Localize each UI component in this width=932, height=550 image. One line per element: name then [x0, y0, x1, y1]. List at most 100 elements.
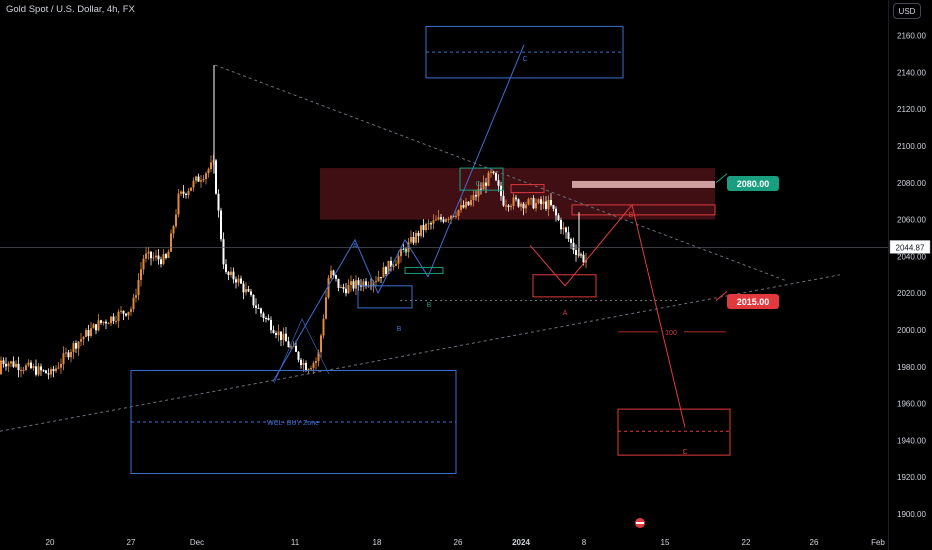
candle-body — [420, 225, 422, 236]
candle-body — [582, 254, 585, 263]
candle-body — [270, 319, 272, 331]
candle-body — [507, 205, 510, 208]
candle-body — [402, 249, 405, 251]
candle-body — [395, 263, 397, 266]
candle-body — [562, 227, 565, 230]
candle-body — [425, 223, 427, 231]
wave-label-a-red: A — [563, 310, 568, 317]
candle-body — [392, 265, 395, 268]
candle-body — [390, 260, 392, 268]
candle-body — [470, 200, 472, 206]
triangle-lower-trendline — [0, 274, 841, 432]
candle-body — [485, 182, 487, 186]
candle-body — [542, 201, 545, 205]
wave-label-b-red: B — [629, 212, 634, 219]
candle-body — [580, 254, 582, 256]
candle-body — [35, 366, 37, 375]
candle-body — [65, 352, 67, 354]
candle-body — [567, 232, 570, 239]
candle-body — [82, 336, 85, 340]
candle-body — [380, 277, 382, 279]
candle-body — [530, 198, 532, 200]
candle-body — [155, 255, 157, 258]
blue-box-b — [357, 285, 413, 309]
candle-body — [445, 219, 447, 222]
candle-body — [570, 238, 572, 243]
candle-body — [520, 203, 522, 207]
candle-body — [297, 351, 300, 360]
x-tick-label: 27 — [127, 538, 136, 547]
candle-body — [385, 267, 387, 275]
candle-body — [512, 197, 515, 206]
y-tick-label: 1940.00 — [897, 436, 926, 445]
red-small-box — [510, 184, 545, 194]
candle-body — [45, 370, 47, 374]
candle-body — [400, 249, 402, 257]
candle-body — [7, 363, 10, 367]
candle-body — [267, 318, 270, 320]
candle-body — [140, 269, 142, 280]
candle-body — [305, 363, 307, 372]
box-100-label: 100 — [665, 330, 677, 337]
x-tick-label: Dec — [190, 538, 204, 547]
candle-body — [255, 305, 257, 308]
candle-body — [112, 316, 115, 322]
candle-body — [257, 307, 260, 309]
candle-body — [442, 219, 445, 222]
candle-body — [190, 187, 192, 191]
candle-body — [320, 335, 322, 353]
candle-body — [105, 321, 107, 324]
candle-body — [382, 267, 385, 278]
candle-body — [282, 333, 285, 340]
candle-body — [102, 321, 105, 323]
currency-button[interactable]: USD — [893, 3, 921, 19]
candle-body — [122, 310, 125, 314]
candle-body — [295, 345, 297, 352]
candle-body — [67, 352, 70, 358]
candle-body — [27, 362, 30, 366]
candle-body — [455, 215, 457, 217]
candle-body — [10, 361, 12, 364]
candle-body — [225, 264, 227, 272]
candle-body — [165, 254, 167, 258]
candle-body — [325, 297, 327, 319]
candle-body — [302, 363, 305, 366]
y-tick-label: 2120.00 — [897, 105, 926, 114]
supply-zone — [320, 168, 715, 220]
candle-body — [85, 330, 87, 337]
candle-body — [222, 239, 225, 265]
candle-body — [135, 295, 137, 298]
candle-body — [497, 180, 500, 186]
candle-body — [415, 232, 417, 243]
candle-body — [110, 316, 112, 324]
candle-body — [162, 254, 165, 265]
y-tick-label: 2020.00 — [897, 289, 926, 298]
candle-body — [525, 204, 527, 209]
candle-body — [205, 173, 207, 180]
candle-body — [192, 180, 195, 188]
candle-body — [232, 271, 235, 280]
x-tick-label: 20 — [46, 538, 55, 547]
wave-label-a1: A — [353, 243, 358, 250]
red-projection-path — [529, 203, 686, 428]
candle-body — [427, 223, 430, 225]
candle-body — [12, 361, 15, 367]
candle-body — [560, 219, 562, 230]
candle-body — [460, 205, 462, 210]
candle-body — [342, 287, 345, 289]
candle-body — [505, 205, 507, 207]
blue-wave-small — [273, 318, 330, 384]
candle-body — [412, 236, 415, 243]
candle-body — [272, 330, 275, 334]
red-box-a — [532, 274, 597, 298]
candle-body — [150, 251, 152, 259]
x-tick-label: 18 — [373, 538, 382, 547]
candle-body — [557, 215, 560, 220]
candle-body — [15, 363, 17, 367]
candle-body — [375, 281, 377, 283]
badge-2080 — [727, 176, 779, 191]
candle-body — [527, 199, 530, 205]
y-tick-label: 1980.00 — [897, 363, 926, 372]
candle-body — [462, 205, 465, 208]
